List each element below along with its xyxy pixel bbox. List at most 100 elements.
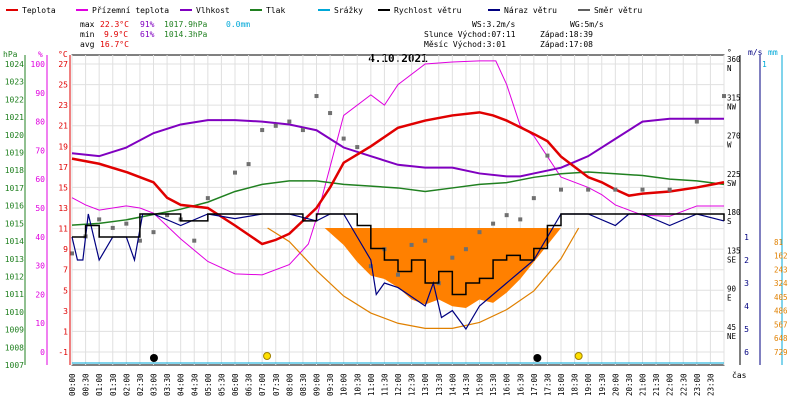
wind-direction-point [341, 136, 346, 141]
hpa-tick-label: 1015 [5, 219, 24, 228]
hpa-tick-label: 1018 [5, 166, 24, 175]
temp-tick-label: -1 [58, 348, 68, 357]
wind-direction-point [409, 242, 414, 247]
stats-max-press: 1017.9hPa [164, 20, 208, 29]
ms-tick-label: 1 [744, 233, 749, 242]
x-tick-label: 06:30 [245, 373, 254, 396]
x-tick-label: 03:30 [163, 373, 172, 396]
wind-layer [71, 213, 725, 364]
stats-avg-temp: 16.7°C [100, 40, 129, 49]
x-tick-label: 15:00 [476, 373, 485, 396]
x-tick-label: 14:00 [448, 373, 457, 396]
legend-label: Srážky [334, 6, 363, 15]
info-sun-set: Západ:18:39 [540, 30, 593, 39]
dir-axis-title: ° [727, 48, 732, 57]
x-tick-label: 14:30 [462, 373, 471, 396]
hpa-tick-label: 1016 [5, 202, 24, 211]
stats-max-rain: 0.0mm [226, 20, 250, 29]
legend-label: Rychlost větru [394, 6, 462, 15]
temp-tick-label: 11 [58, 225, 68, 234]
stats-min-hum: 61% [140, 30, 155, 39]
hpa-tick-label: 1010 [5, 308, 24, 317]
wind-direction-point [165, 213, 170, 218]
grid [71, 55, 725, 365]
stats-max-hum: 91% [140, 20, 155, 29]
hpa-tick-label: 1012 [5, 272, 24, 281]
x-tick-label: 19:00 [584, 373, 593, 396]
stats-max-label: max [80, 20, 95, 29]
dir-compass-label: NW [727, 102, 737, 111]
x-tick-label: 17:00 [530, 373, 539, 396]
hpa-tick-label: 1020 [5, 131, 24, 140]
wind-direction-point [463, 247, 468, 252]
series-line [71, 171, 725, 226]
pct-tick-label: 10 [35, 319, 45, 328]
wind-direction-point [477, 230, 482, 235]
hpa-tick-label: 1013 [5, 255, 24, 264]
x-tick-label: 18:30 [571, 373, 580, 396]
x-tick-label: 22:30 [679, 373, 688, 396]
dir-tick-label: 225 [727, 170, 741, 179]
wind-direction-point [423, 238, 428, 243]
dir-tick-label: 270 [727, 132, 741, 141]
x-tick-label: 16:30 [516, 373, 525, 396]
x-tick-label: 18:00 [557, 373, 566, 396]
dir-compass-label: SE [727, 255, 737, 264]
x-tick-label: 00:30 [82, 373, 91, 396]
x-tick-label: 05:30 [217, 373, 226, 396]
stats-min-label: min [80, 30, 95, 39]
info-sun-rise: Slunce Východ:07:11 [424, 30, 516, 39]
x-tick-label: 23:30 [706, 373, 715, 396]
solar-tick-label: 324 [774, 279, 788, 288]
temp-tick-label: 5 [63, 286, 68, 295]
dir-tick-label: 135 [727, 246, 741, 255]
dir-compass-label: N [727, 64, 732, 73]
pct-tick-label: 100 [31, 60, 46, 69]
x-tick-label: 20:00 [611, 373, 620, 396]
wind-direction-point [70, 251, 74, 256]
solar-tick-label: 162 [774, 252, 788, 261]
temp-tick-label: 15 [58, 183, 68, 192]
temp-tick-label: 9 [63, 245, 68, 254]
x-tick-label: 00:00 [68, 373, 77, 396]
moonset-marker [533, 354, 542, 362]
wind-direction-point [314, 94, 319, 99]
legend-label: Vlhkost [196, 6, 230, 15]
info-moon-rise: Měsíc Východ:3:01 [424, 40, 506, 49]
ms-tick-label: 2 [744, 256, 749, 265]
x-tick-label: 19:30 [598, 373, 607, 396]
wind-direction-point [722, 94, 726, 99]
hpa-tick-label: 1009 [5, 326, 24, 335]
temp-tick-label: 7 [63, 266, 68, 275]
info-ws: WS:3.2m/s [472, 20, 516, 29]
solar-tick-label: 648 [774, 334, 788, 343]
x-tick-label: 12:00 [394, 373, 403, 396]
x-tick-label: 13:30 [435, 373, 444, 396]
x-tick-label: 11:30 [380, 373, 389, 396]
ms-tick-label: 6 [744, 348, 749, 357]
sunset-marker [574, 352, 583, 360]
x-tick-label: 06:00 [231, 373, 240, 396]
legend-label: Náraz větru [504, 6, 557, 15]
x-tick-label: 20:30 [625, 373, 634, 396]
dir-compass-label: E [727, 294, 732, 303]
wind-direction-point [368, 264, 373, 269]
x-tick-label: 11:00 [367, 373, 376, 396]
x-tick-label: 08:00 [285, 373, 294, 396]
wind-direction-point [273, 123, 278, 128]
x-tick-label: 08:30 [299, 373, 308, 396]
x-tick-label: 10:30 [353, 373, 362, 396]
hpa-tick-label: 1017 [5, 184, 24, 193]
pct-tick-label: 40 [35, 233, 45, 242]
sunrise-marker [263, 352, 272, 360]
hpa-tick-label: 1011 [5, 290, 24, 299]
pct-tick-label: 50 [35, 204, 45, 213]
x-tick-label: 22:00 [666, 373, 675, 396]
temp-tick-label: 1 [63, 327, 68, 336]
info-moon-set: Západ:17:08 [540, 40, 593, 49]
wind-direction-point [260, 128, 265, 133]
x-tick-label: 01:00 [95, 373, 104, 396]
legend-label: Tlak [266, 6, 285, 15]
wind-direction-point [586, 187, 591, 192]
